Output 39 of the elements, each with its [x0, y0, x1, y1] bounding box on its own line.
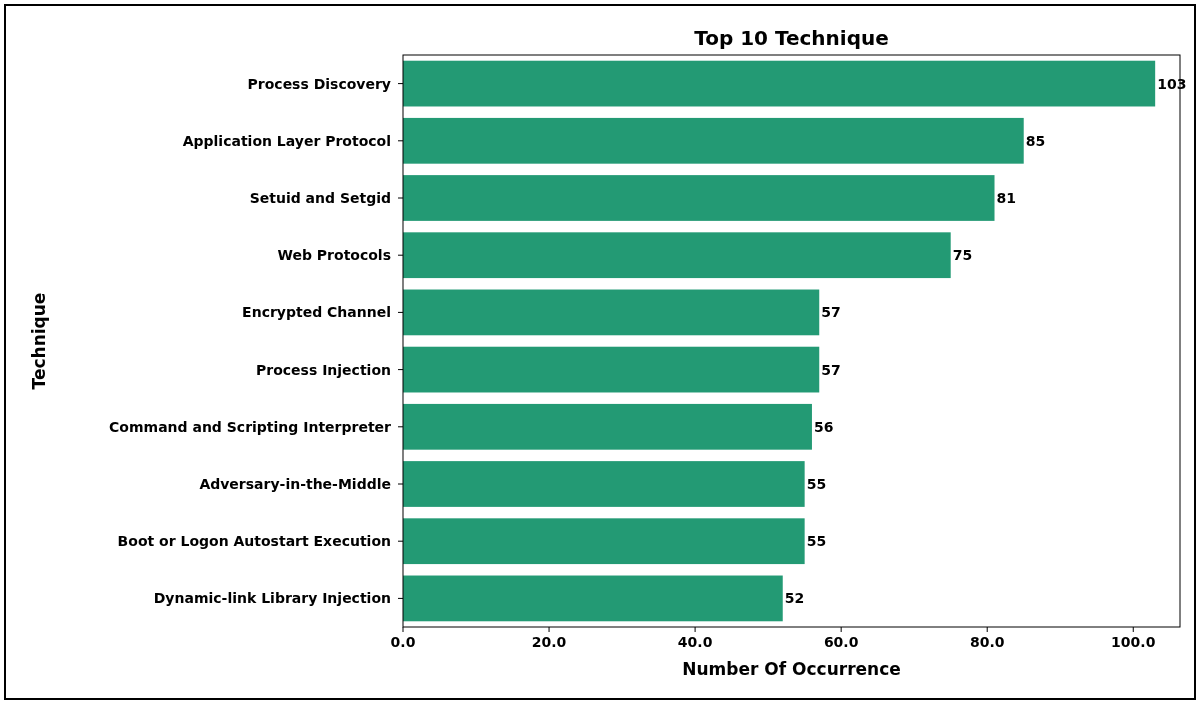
bar: [403, 346, 820, 393]
x-tick-label: 60.0: [823, 634, 859, 650]
bar: [403, 403, 812, 450]
y-tick-label: Application Layer Protocol: [182, 132, 391, 149]
bar: [403, 232, 951, 279]
y-tick-label: Process Discovery: [247, 75, 391, 92]
x-axis-title: Number Of Occurrence: [682, 659, 901, 679]
x-tick-label: 20.0: [531, 634, 567, 650]
data-label: 56: [813, 418, 834, 435]
y-tick-label: Web Protocols: [277, 247, 391, 264]
data-label: 57: [821, 304, 841, 321]
chart-title: Top 10 Technique: [694, 26, 889, 50]
data-label: 85: [1025, 132, 1046, 149]
y-tick-label: Adversary-in-the-Middle: [199, 475, 391, 492]
y-tick-label: Boot or Logon Autostart Execution: [117, 533, 391, 550]
data-label: 52: [784, 590, 805, 607]
data-label: 103: [1157, 75, 1187, 92]
bar: [403, 175, 995, 221]
bar: [403, 289, 820, 336]
y-tick-label: Process Injection: [256, 361, 391, 378]
x-tick-label: 0.0: [390, 634, 416, 650]
y-tick-label: Command and Scripting Interpreter: [109, 418, 392, 435]
x-tick-label: 80.0: [969, 634, 1005, 650]
bar: [403, 117, 1024, 164]
y-tick-label: Encrypted Channel: [242, 304, 391, 321]
bar: [403, 518, 805, 565]
y-tick-label: Dynamic-link Library Injection: [153, 590, 391, 607]
y-axis-title: Technique: [29, 292, 49, 390]
y-tick-label: Setuid and Setgid: [249, 189, 391, 206]
bar: [403, 575, 783, 622]
data-label: 55: [806, 533, 827, 550]
data-label: 55: [806, 475, 827, 492]
bar: [403, 60, 1156, 107]
x-tick-label: 100.0: [1111, 634, 1156, 650]
bar: [403, 461, 805, 507]
data-label: 81: [996, 189, 1016, 206]
data-label: 75: [952, 247, 973, 264]
data-label: 57: [821, 361, 841, 378]
x-tick-label: 40.0: [677, 634, 713, 650]
